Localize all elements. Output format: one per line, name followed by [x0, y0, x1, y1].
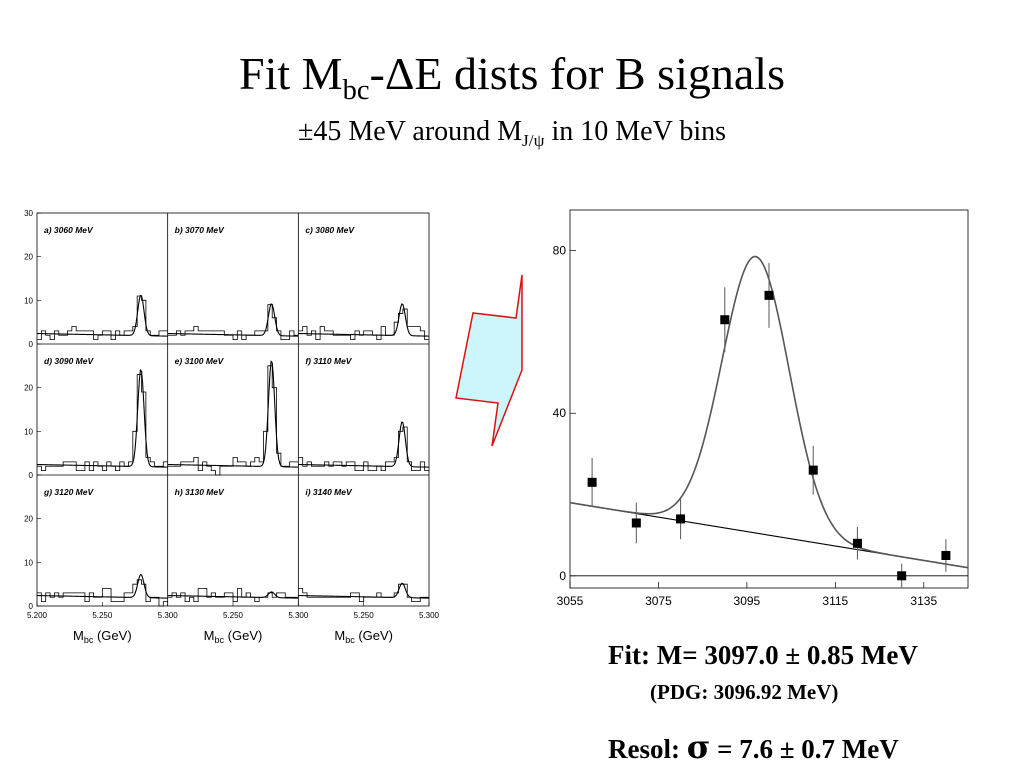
- y-tick-label: 0: [29, 471, 34, 480]
- subtitle-sub: J/ψ: [522, 131, 545, 151]
- x-axis-label: Mbc (GeV): [73, 628, 132, 645]
- data-point: [852, 538, 862, 548]
- data-point: [631, 518, 641, 528]
- panel-label: a) 3060 MeV: [44, 225, 94, 235]
- data-point: [587, 477, 597, 487]
- x-tick-label: 3095: [734, 594, 761, 608]
- resolution-result: Resol: σ = 7.6 ± 0.7 MeV: [608, 728, 899, 766]
- data-point: [764, 290, 774, 300]
- data-point: [941, 550, 951, 560]
- histogram-fit-curve: [298, 582, 430, 599]
- histogram-bars: [37, 374, 168, 472]
- y-tick-label: 10: [24, 427, 33, 436]
- histogram-panel: b) 3070 MeV: [167, 225, 299, 341]
- title-sub: bc: [342, 74, 370, 106]
- histogram-panel: c) 3080 MeV: [298, 225, 430, 341]
- panel-label: i) 3140 MeV: [305, 487, 353, 497]
- histogram-bars: [298, 426, 430, 472]
- grid-frame: [36, 212, 430, 607]
- y-tick-label: 30: [24, 209, 33, 218]
- histogram-fit-curve: [36, 368, 168, 468]
- x-axis-label: Mbc (GeV): [334, 628, 393, 645]
- panel-label: c) 3080 MeV: [305, 225, 355, 235]
- histogram-panel: h) 3130 MeV: [167, 487, 299, 603]
- mass-fit-chart: 0 40 80 3055 3075 3095 3115 3135: [553, 209, 969, 608]
- x-tick-label: 5.300: [419, 611, 440, 620]
- title-prefix: Fit M: [239, 48, 343, 99]
- y-tick-label: 80: [553, 244, 567, 258]
- arrow-shape: [455, 274, 523, 447]
- histogram-bars: [167, 588, 299, 603]
- panel-label: h) 3130 MeV: [175, 487, 225, 497]
- data-point: [676, 514, 686, 524]
- histogram-bars: [298, 583, 430, 603]
- histogram-fit-curve: [298, 303, 430, 337]
- title-delta: Δ: [384, 48, 415, 99]
- data-point: [897, 571, 907, 581]
- histogram-fit-curve: [298, 421, 430, 468]
- histogram-bars: [167, 365, 299, 476]
- x-tick-label: 3055: [557, 594, 584, 608]
- histogram-fit-curve: [167, 591, 299, 599]
- histogram-panel: g) 3120 MeV: [36, 487, 168, 607]
- y-tick-label: 0: [29, 602, 34, 611]
- x-tick-label: 5.250: [92, 611, 113, 620]
- page-title: Fit Mbc-ΔE dists for B signals: [0, 46, 1024, 105]
- y-tick-label: 10: [24, 296, 33, 305]
- y-tick-label: 20: [24, 253, 33, 262]
- panel-label: d) 3090 MeV: [44, 356, 94, 366]
- y-tick-label: 20: [24, 384, 33, 393]
- histogram-panel: f) 3110 MeV: [298, 356, 430, 472]
- histogram-panel: i) 3140 MeV: [298, 487, 430, 603]
- x-tick-label: 5.300: [158, 611, 179, 620]
- x-tick-label: 5.250: [223, 611, 244, 620]
- y-tick-label: 40: [553, 406, 567, 420]
- data-point: [808, 465, 818, 475]
- histogram-bars: [37, 579, 168, 607]
- histogram-bars: [37, 295, 168, 341]
- data-point: [720, 315, 730, 325]
- panel-label: e) 3100 MeV: [175, 356, 225, 366]
- page-subtitle: ±45 MeV around MJ/ψ in 10 MeV bins: [0, 112, 1024, 152]
- histogram-panel: d) 3090 MeV: [36, 356, 168, 472]
- y-tick-label: 0: [29, 340, 34, 349]
- x-tick-label: 5.200: [27, 611, 48, 620]
- histogram-fit-curve: [36, 294, 168, 337]
- arrow-polygon: [455, 274, 523, 447]
- pdg-value: (PDG: 3096.92 MeV): [650, 680, 839, 704]
- x-tick-label: 5.250: [354, 611, 375, 620]
- x-axis-label: Mbc (GeV): [204, 628, 263, 645]
- resol-prefix: Resol:: [608, 734, 687, 764]
- histogram-panel: e) 3100 MeV: [167, 356, 299, 476]
- histogram-fit-curve: [36, 574, 168, 599]
- y-tick-label: 0: [559, 569, 566, 583]
- histogram-fit-curve: [167, 360, 299, 468]
- x-tick-label: 3135: [910, 594, 937, 608]
- y-tick-label: 20: [24, 515, 33, 524]
- x-tick-label: 5.300: [288, 611, 309, 620]
- panel-label: b) 3070 MeV: [175, 225, 225, 235]
- fit-result: Fit: M= 3097.0 ± 0.85 MeV: [608, 640, 918, 670]
- x-tick-label: 3075: [645, 594, 672, 608]
- subtitle-prefix: ±45 MeV around M: [297, 116, 523, 147]
- x-tick-label: 3115: [822, 594, 848, 608]
- title-suffix: E dists for B signals: [414, 48, 785, 99]
- panel-label: f) 3110 MeV: [305, 356, 352, 366]
- plot-frame: [569, 209, 969, 589]
- panel-label: g) 3120 MeV: [43, 487, 94, 497]
- sigma-symbol: σ: [686, 728, 711, 766]
- title-dash: -: [369, 48, 385, 99]
- histogram-panel: a) 3060 MeV: [36, 225, 168, 341]
- subtitle-suffix: in 10 MeV bins: [544, 116, 727, 147]
- histogram-bars: [298, 308, 430, 341]
- y-tick-label: 10: [24, 558, 33, 567]
- resol-suffix: = 7.6 ± 0.7 MeV: [710, 734, 899, 764]
- histogram-grid-chart: a) 3060 MeV b) 3070 MeV c) 3080 MeV d) 3090…: [24, 209, 440, 645]
- histogram-fit-curve: [167, 303, 299, 337]
